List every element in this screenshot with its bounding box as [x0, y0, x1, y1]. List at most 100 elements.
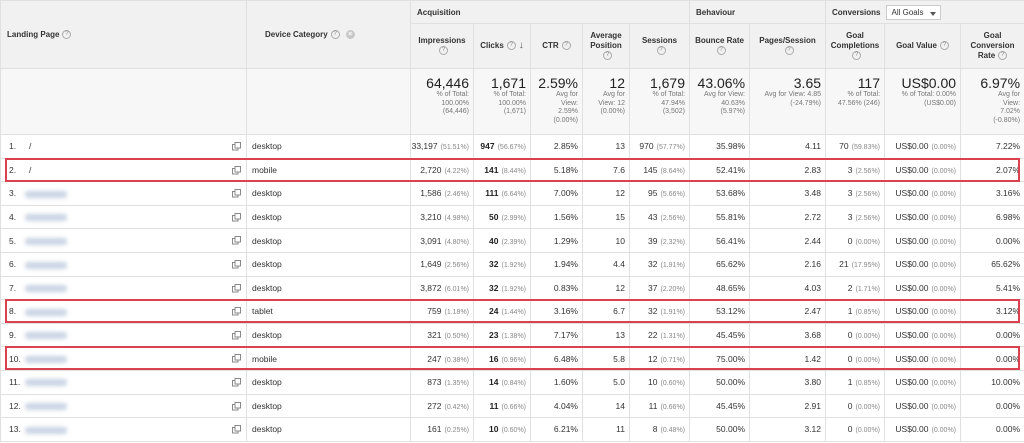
- bounce-rate-header[interactable]: Bounce Rate?: [689, 23, 751, 69]
- table-row[interactable]: 4. desktop 3,210 (4.98%) 50 (2.99%) 1.56% 15 43(…: [0, 204, 1024, 230]
- landing-page-cell[interactable]: 10.: [0, 346, 247, 371]
- open-link-icon[interactable]: [232, 377, 241, 387]
- goal-conversion-rate-cell: 65.62%: [960, 251, 1024, 277]
- help-icon[interactable]: ?: [939, 41, 949, 51]
- sessions-cell: 12 (0.71%): [628, 346, 691, 371]
- table-row[interactable]: 3. desktop 1,586 (2.46%) 111 (6.64%) 7.00% 12 95…: [0, 181, 1024, 206]
- ctr-cell: 4.04%: [530, 393, 583, 419]
- help-icon[interactable]: ?: [716, 46, 726, 56]
- table-row[interactable]: 1. / desktop 33,197 (51.51%) 947 (56.67%) 2.85%…: [0, 134, 1024, 159]
- landing-page-cell[interactable]: 6.: [0, 251, 247, 277]
- open-link-icon[interactable]: [232, 236, 241, 245]
- remove-dimension-icon[interactable]: ×: [345, 30, 355, 40]
- table-row[interactable]: 6. desktop 1,649 (2.56%) 32 (1.92%) 1.94% 4.4 32…: [0, 251, 1024, 277]
- device-cell: tablet: [246, 299, 411, 324]
- table-row[interactable]: 5. desktop 3,091 (4.80%) 40 (2.39%) 1.29% 10 39(…: [0, 228, 1024, 253]
- open-link-icon[interactable]: [232, 283, 241, 293]
- impressions-cell: 3,091 (4.80%): [410, 228, 474, 253]
- goal-completions-header[interactable]: Goal Completions?: [825, 23, 886, 69]
- table-row[interactable]: 8. tablet 759 (1.18%) 24 (1.44%) 3.16% 6.7 32 (1.…: [0, 299, 1024, 324]
- bounce-rate-cell: 48.65%: [689, 275, 751, 301]
- avg-position-cell: 10: [582, 228, 630, 253]
- open-link-icon[interactable]: [232, 259, 241, 269]
- device-cell: desktop: [246, 369, 411, 395]
- impressions-cell: 1,586 (2.46%): [410, 181, 474, 206]
- help-icon[interactable]: ?: [603, 51, 612, 61]
- goal-completions-cell: 0 (0.00%): [825, 228, 886, 253]
- bounce-rate-cell: 45.45%: [689, 322, 751, 348]
- table-row[interactable]: 9. desktop 321 (0.50%) 23 (1.38%) 7.17% 13 22 (1.…: [0, 322, 1024, 348]
- open-link-icon[interactable]: [232, 401, 241, 411]
- goal-conversion-rate-cell: 6.98%: [960, 204, 1024, 230]
- ctr-header[interactable]: CTR?: [530, 23, 583, 69]
- sessions-cell: 39 (2.32%): [628, 228, 691, 253]
- pages-session-cell: 3.48: [749, 181, 827, 206]
- goal-conversion-rate-cell: 3.12%: [960, 299, 1024, 324]
- sessions-header[interactable]: Sessions?: [628, 23, 691, 69]
- open-link-icon[interactable]: [232, 330, 241, 340]
- sort-arrow-down-icon[interactable]: ↓: [518, 40, 524, 51]
- landing-page-cell[interactable]: 7.: [0, 275, 247, 301]
- help-icon[interactable]: ?: [330, 30, 340, 40]
- landing-page-cell[interactable]: 8.: [0, 299, 247, 324]
- device-category-header[interactable]: Device Category? ×: [246, 0, 411, 69]
- landing-page-cell[interactable]: 11.: [0, 369, 247, 395]
- help-icon[interactable]: ?: [784, 46, 794, 56]
- table-row[interactable]: 12. desktop 272 (0.42%) 11 (0.66%) 4.04% 14 11 (0…: [0, 393, 1024, 419]
- goal-conversion-rate-header[interactable]: Goal Conversion Rate?: [960, 23, 1024, 69]
- help-icon[interactable]: ?: [62, 30, 72, 40]
- goal-value-cell: US$0.00 (0.00%): [884, 181, 962, 206]
- impressions-cell: 33,197 (51.51%): [410, 134, 474, 159]
- impressions-cell: 2,720 (4.22%): [410, 157, 474, 183]
- help-icon[interactable]: ?: [998, 51, 1008, 61]
- landing-page-cell[interactable]: 13.: [0, 417, 247, 442]
- avg-position-cell: 15: [582, 204, 630, 230]
- pages-session-header[interactable]: Pages/Session?: [749, 23, 827, 69]
- open-link-icon[interactable]: [232, 307, 241, 316]
- landing-page-cell[interactable]: 4.: [0, 204, 247, 230]
- impressions-header[interactable]: Impressions?: [410, 23, 474, 69]
- summary-goal-completions: 117% of Total: 47.56% (246): [825, 68, 886, 135]
- goal-conversion-rate-cell: 0.00%: [960, 393, 1024, 419]
- table-row[interactable]: 11. desktop 873 (1.35%) 14 (0.84%) 1.60% 5.0 10(…: [0, 369, 1024, 395]
- goal-conversion-rate-cell: 0.00%: [960, 417, 1024, 442]
- goal-conversion-rate-cell: 2.07%: [960, 157, 1024, 183]
- table-row[interactable]: 13. desktop 161 (0.25%) 10 (0.60%) 6.21% 11 8 (0.…: [0, 417, 1024, 442]
- help-icon[interactable]: ?: [561, 41, 571, 51]
- help-icon[interactable]: ?: [439, 46, 448, 56]
- table-row[interactable]: 10. mobile 247 (0.38%) 16 (0.96%) 6.48% 5.8 12 (0…: [0, 346, 1024, 371]
- goal-value-header[interactable]: Goal Value?: [884, 23, 962, 69]
- landing-page-header[interactable]: Landing Page?: [0, 0, 247, 69]
- open-link-icon[interactable]: [232, 165, 241, 175]
- open-link-icon[interactable]: [232, 354, 241, 363]
- goal-completions-cell: 1 (0.85%): [825, 299, 886, 324]
- clicks-cell: 32 (1.92%): [473, 251, 531, 277]
- landing-page-cell[interactable]: 5.: [0, 228, 247, 253]
- open-link-icon[interactable]: [232, 142, 241, 151]
- avg-position-header[interactable]: Average Position?: [582, 23, 630, 69]
- help-icon[interactable]: ?: [656, 46, 666, 56]
- landing-page-cell[interactable]: 1. /: [0, 134, 247, 159]
- landing-page-cell[interactable]: 12.: [0, 393, 247, 419]
- impressions-cell: 247 (0.38%): [410, 346, 474, 371]
- goal-completions-cell: 0 (0.00%): [825, 393, 886, 419]
- goal-value-cell: US$0.00 (0.00%): [884, 228, 962, 253]
- help-icon[interactable]: ?: [506, 41, 516, 51]
- pages-session-cell: 4.03: [749, 275, 827, 301]
- goals-dropdown[interactable]: All Goals: [886, 4, 941, 20]
- table-row[interactable]: 7. desktop 3,872 (6.01%) 32 (1.92%) 0.83% 12 37(…: [0, 275, 1024, 301]
- landing-page-cell[interactable]: 2. /: [0, 157, 247, 183]
- clicks-header[interactable]: Clicks? ↓: [473, 23, 531, 69]
- table-row[interactable]: 2. / mobile 2,720 (4.22%) 141 (8.44%) 5.18% 7.6 1…: [0, 157, 1024, 183]
- open-link-icon[interactable]: [232, 212, 241, 222]
- landing-page-cell[interactable]: 9.: [0, 322, 247, 348]
- goal-completions-cell: 3 (2.56%): [825, 204, 886, 230]
- landing-page-cell[interactable]: 3.: [0, 181, 247, 206]
- help-icon[interactable]: ?: [852, 51, 862, 61]
- avg-position-cell: 6.7: [582, 299, 630, 324]
- conversions-group-header: Conversions All Goals: [825, 0, 1024, 24]
- goal-value-cell: US$0.00 (0.00%): [884, 134, 962, 159]
- sessions-cell: 43 (2.56%): [628, 204, 691, 230]
- open-link-icon[interactable]: [232, 189, 241, 198]
- open-link-icon[interactable]: [232, 425, 241, 434]
